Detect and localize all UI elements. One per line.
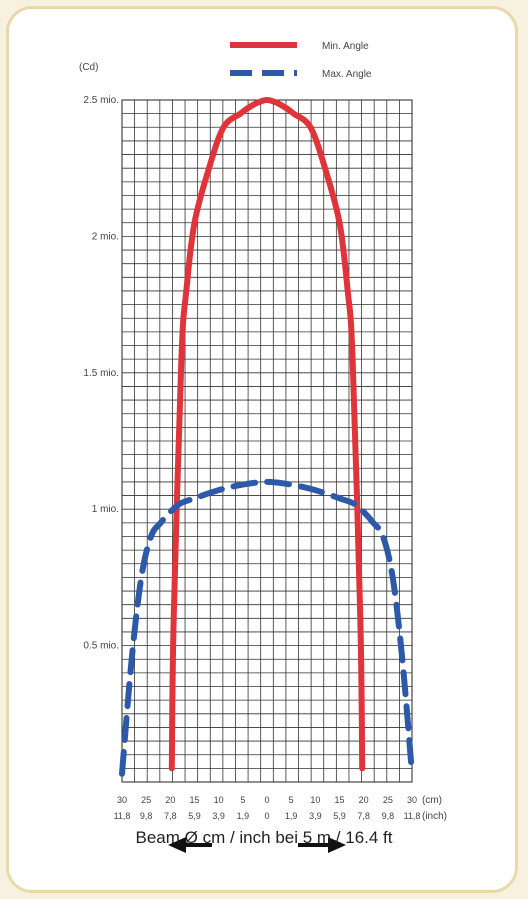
series-line-min-angle [168, 97, 366, 772]
x-tick-label-cm: 5 [240, 795, 245, 805]
arrow-right-icon [298, 837, 346, 853]
x-tick-label-inch: 11,8 [404, 811, 421, 821]
x-tick-label-cm: 10 [214, 795, 224, 805]
chart-caption: Beam Ø cm / inch bei 5 m / 16.4 ft [135, 828, 393, 847]
x-tick-label-inch: 9,8 [140, 811, 153, 821]
x-tick-label-inch: 1,9 [285, 811, 298, 821]
arrow-left-icon [168, 837, 212, 853]
x-tick-label-cm: 30 [407, 795, 417, 805]
chart-series [119, 97, 415, 777]
y-axis-ticks: 0.5 mio. 1 mio. 1.5 mio. 2 mio. 2.5 mio. [83, 95, 119, 652]
x-tick-label-cm: 15 [189, 795, 199, 805]
x-tick-label-cm: 0 [264, 795, 269, 805]
x-tick-label-cm: 10 [310, 795, 320, 805]
x-tick-label-inch: 9,8 [382, 811, 395, 821]
series-line-max-angle [119, 478, 415, 777]
x-unit-cm: (cm) [422, 795, 442, 806]
x-tick-label-inch: 5,9 [188, 811, 201, 821]
x-unit-inch: (inch) [422, 811, 447, 822]
x-tick-label-cm: 15 [334, 795, 344, 805]
x-tick-label-cm: 20 [165, 795, 175, 805]
x-axis-ticks: 30 11,8 25 9,8 20 7,8 15 5,9 10 3,9 5 1,9 0 0 5 1,9 10 3,… [114, 795, 447, 822]
x-tick-label-inch: 7,8 [357, 811, 370, 821]
chart-legend: Min. Angle Max. Angle [230, 41, 372, 80]
legend-label: Min. Angle [322, 41, 369, 52]
x-tick-label-cm: 25 [141, 795, 151, 805]
x-tick-label-inch: 5,9 [333, 811, 346, 821]
x-tick-label-inch: 11,8 [114, 811, 131, 821]
x-tick-label-inch: 7,8 [164, 811, 177, 821]
y-tick-label: 1.5 mio. [83, 368, 119, 379]
x-tick-label-cm: 25 [383, 795, 393, 805]
y-tick-label: 2.5 mio. [83, 95, 119, 106]
x-tick-label-inch: 3,9 [309, 811, 322, 821]
x-tick-label-inch: 3,9 [212, 811, 225, 821]
x-tick-label-cm: 5 [289, 795, 294, 805]
x-tick-label-inch: 0 [264, 811, 269, 821]
chart-card [6, 6, 518, 893]
x-tick-label-cm: 30 [117, 795, 127, 805]
y-axis-label: (Cd) [79, 62, 98, 73]
chart-grid [121, 99, 413, 783]
y-tick-label: 2 mio. [92, 231, 119, 242]
y-tick-label: 0.5 mio. [83, 641, 119, 652]
x-tick-label-inch: 1,9 [237, 811, 250, 821]
legend-label: Max. Angle [322, 69, 372, 80]
y-tick-label: 1 mio. [92, 504, 119, 515]
x-tick-label-cm: 20 [359, 795, 369, 805]
